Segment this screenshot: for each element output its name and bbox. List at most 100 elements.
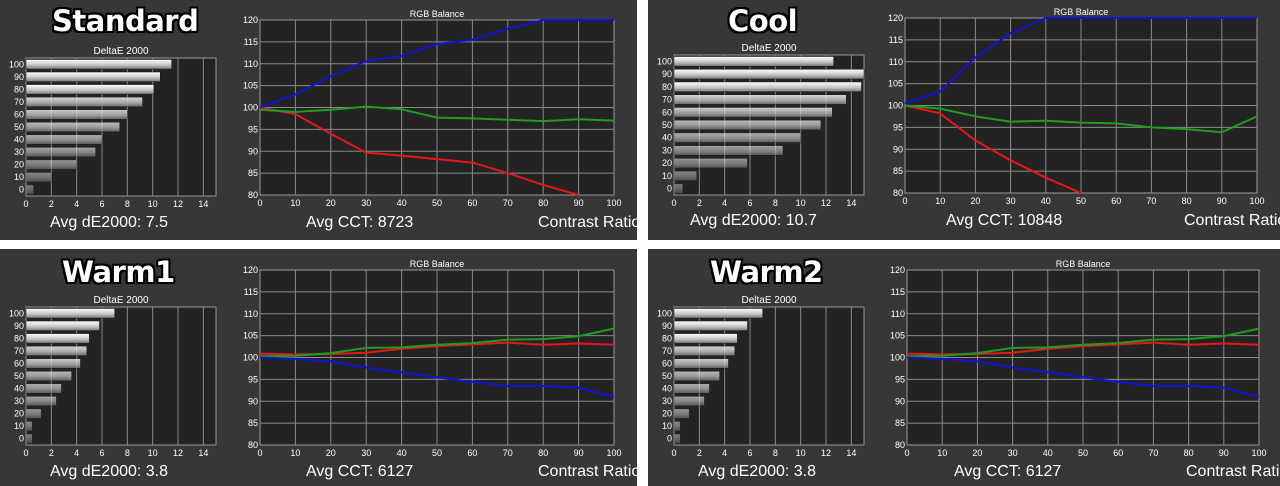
panel-standard: Standard DeltaE 2000 0 2 4 6 8 10 12 14 100 90 80 70… <box>0 0 637 240</box>
rgb-y-tick-label: 90 <box>248 146 258 156</box>
rgb-x-tick-label: 50 <box>1078 448 1088 458</box>
deltae-x-tick-label: 10 <box>148 448 158 458</box>
deltae-x-tick-label: 14 <box>198 199 208 209</box>
deltae-x-tick-label: 4 <box>74 448 79 458</box>
deltae-category-label: 100 <box>9 59 24 69</box>
deltae-category-label: 10 <box>662 171 672 181</box>
deltae-x-tick-label: 4 <box>74 199 79 209</box>
deltae-x-tick-label: 8 <box>125 199 130 209</box>
deltae-category-label: 90 <box>14 321 24 331</box>
deltae-bar <box>25 184 34 195</box>
deltae-bar <box>25 333 90 344</box>
deltae-x-tick-label: 8 <box>773 198 778 208</box>
deltae-category-label: 80 <box>662 82 672 92</box>
rgb-x-tick-label: 10 <box>290 198 300 208</box>
rgb-y-tick-label: 80 <box>893 188 903 198</box>
rgb-x-tick-label: 40 <box>397 198 407 208</box>
deltae-x-tick-label: 12 <box>173 448 183 458</box>
deltae-x-tick-label: 6 <box>747 448 752 458</box>
rgb-balance-chart: RGB Balance 0 10 20 30 40 50 60 70 80 90 100 80 85 90 9… <box>243 9 622 208</box>
deltae-x-tick-label: 12 <box>173 199 183 209</box>
deltae-category-label: 0 <box>667 434 672 444</box>
deltae-category-label: 10 <box>662 421 672 431</box>
deltae-bar <box>25 308 115 319</box>
rgb-series-green-line <box>904 104 1258 134</box>
contrast-label: Contrast Ratio <box>1186 463 1280 480</box>
deltae-x-tick-label: 12 <box>821 448 831 458</box>
deltae-bar <box>673 56 834 67</box>
rgb-x-tick-label: 40 <box>397 448 407 458</box>
deltae-x-tick-label: 14 <box>846 448 856 458</box>
rgb-series-green-line <box>906 327 1260 358</box>
deltae-category-label: 30 <box>14 396 24 406</box>
deltae-category-label: 40 <box>14 384 24 394</box>
deltae-x-tick-label: 2 <box>697 448 702 458</box>
deltae-x-tick-label: 10 <box>796 448 806 458</box>
rgb-x-tick-label: 60 <box>1111 196 1121 206</box>
rgb-series-blue-line <box>906 356 1260 398</box>
deltae-category-label: 40 <box>662 133 672 143</box>
deltae-bar <box>673 320 748 331</box>
rgb-x-tick-label: 50 <box>432 198 442 208</box>
deltae-bar <box>25 71 161 82</box>
rgb-x-tick-label: 20 <box>972 448 982 458</box>
deltae-category-label: 50 <box>14 122 24 132</box>
deltae-x-tick-label: 0 <box>671 448 676 458</box>
avg-cct-label: Avg CCT: 8723 <box>306 214 414 231</box>
deltae-bar <box>673 396 705 407</box>
rgb-y-tick-label: 110 <box>244 309 258 319</box>
rgb-x-tick-label: 0 <box>257 198 262 208</box>
deltae-bar <box>25 59 172 70</box>
rgb-x-tick-label: 30 <box>361 198 371 208</box>
rgb-y-tick-label: 90 <box>248 396 258 406</box>
rgb-x-tick-label: 100 <box>1251 448 1266 458</box>
deltae-x-tick-label: 4 <box>722 448 727 458</box>
rgb-y-tick-label: 85 <box>895 418 905 428</box>
rgb-series-red-line <box>904 104 1082 194</box>
deltae-category-label: 60 <box>662 358 672 368</box>
deltae-category-label: 90 <box>662 69 672 79</box>
deltae-category-label: 20 <box>14 160 24 170</box>
deltae-bar <box>673 421 681 432</box>
deltae-bar <box>25 159 77 170</box>
avg-de-label: Avg dE2000: 7.5 <box>50 214 169 231</box>
rgb-x-tick-label: 30 <box>361 448 371 458</box>
deltae-bar <box>673 158 748 169</box>
deltae-category-label: 100 <box>657 56 672 66</box>
deltae-category-label: 0 <box>19 434 24 444</box>
rgb-y-tick-label: 95 <box>248 124 258 134</box>
rgb-title: RGB Balance <box>410 9 465 19</box>
deltae-bar <box>673 145 784 156</box>
rgb-series-red-line <box>259 106 579 196</box>
rgb-series-blue-line <box>259 19 614 109</box>
deltae-category-label: 60 <box>14 109 24 119</box>
rgb-x-tick-label: 90 <box>574 448 584 458</box>
rgb-y-tick-label: 80 <box>248 190 258 200</box>
rgb-x-tick-label: 100 <box>606 448 621 458</box>
deltae-category-label: 0 <box>19 185 24 195</box>
deltae-category-label: 10 <box>14 421 24 431</box>
deltae-category-label: 40 <box>662 384 672 394</box>
deltae-category-label: 80 <box>14 333 24 343</box>
rgb-y-tick-label: 90 <box>895 396 905 406</box>
rgb-title: RGB Balance <box>1054 7 1109 17</box>
panel-warm2: Warm2 DeltaE 2000 0 2 4 6 8 10 12 14 100 90 80 70 60 5… <box>648 249 1280 486</box>
rgb-x-tick-label: 20 <box>326 448 336 458</box>
rgb-x-tick-label: 30 <box>1008 448 1018 458</box>
deltae-category-label: 60 <box>14 358 24 368</box>
deltae-x-tick-label: 10 <box>148 199 158 209</box>
deltae-bar <box>673 433 681 444</box>
rgb-y-tick-label: 85 <box>248 418 258 428</box>
deltae-x-tick-label: 2 <box>697 198 702 208</box>
avg-cct-label: Avg CCT: 6127 <box>954 463 1062 480</box>
panel-warm1: Warm1 DeltaE 2000 0 2 4 6 8 10 12 14 100 90 80 70 60 5… <box>0 249 637 486</box>
rgb-x-tick-label: 60 <box>467 198 477 208</box>
rgb-y-tick-label: 120 <box>888 13 903 23</box>
deltae-x-tick-label: 0 <box>671 198 676 208</box>
deltae-x-tick-label: 12 <box>821 198 831 208</box>
deltae-bar <box>673 94 847 105</box>
